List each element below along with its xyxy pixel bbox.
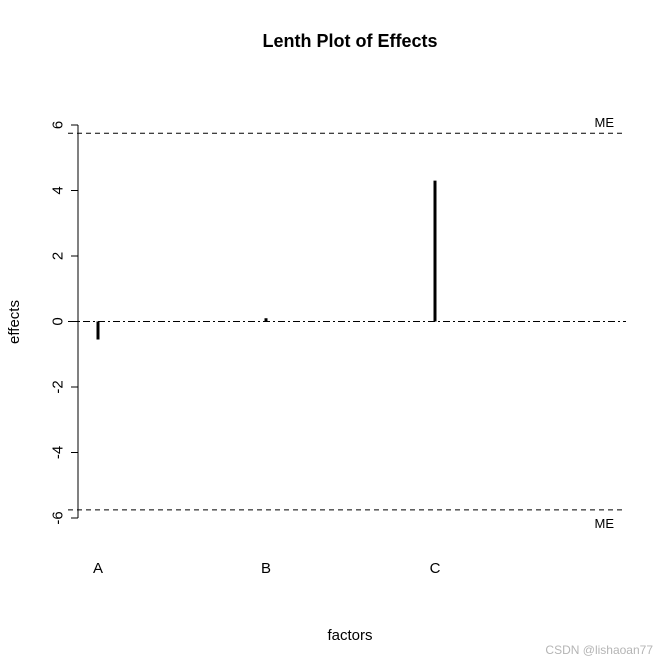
effect-bars (96, 180, 437, 340)
x-axis-label: factors (327, 627, 372, 644)
x-category-label: B (261, 560, 271, 577)
y-tick-label: 6 (50, 121, 67, 129)
x-category-label: C (430, 560, 441, 577)
y-tick-label: 4 (50, 186, 67, 194)
reference-lines: ME ME (68, 115, 626, 531)
y-tick-label: -2 (50, 380, 67, 393)
y-tick-label: -4 (50, 446, 67, 459)
x-category-labels: A B C (93, 560, 441, 577)
me-label: ME (595, 115, 615, 130)
x-category-label: A (93, 560, 103, 577)
y-tick-label: 2 (50, 252, 67, 260)
y-tick-label: -6 (50, 511, 67, 524)
y-tick-label: 0 (50, 317, 67, 325)
y-axis: -6 -4 -2 0 2 4 6 (50, 121, 79, 525)
watermark: CSDN @lishaoan77 (545, 643, 653, 657)
y-axis-label: effects (6, 300, 23, 344)
me-label: ME (595, 516, 615, 531)
chart-title: Lenth Plot of Effects (263, 31, 438, 51)
